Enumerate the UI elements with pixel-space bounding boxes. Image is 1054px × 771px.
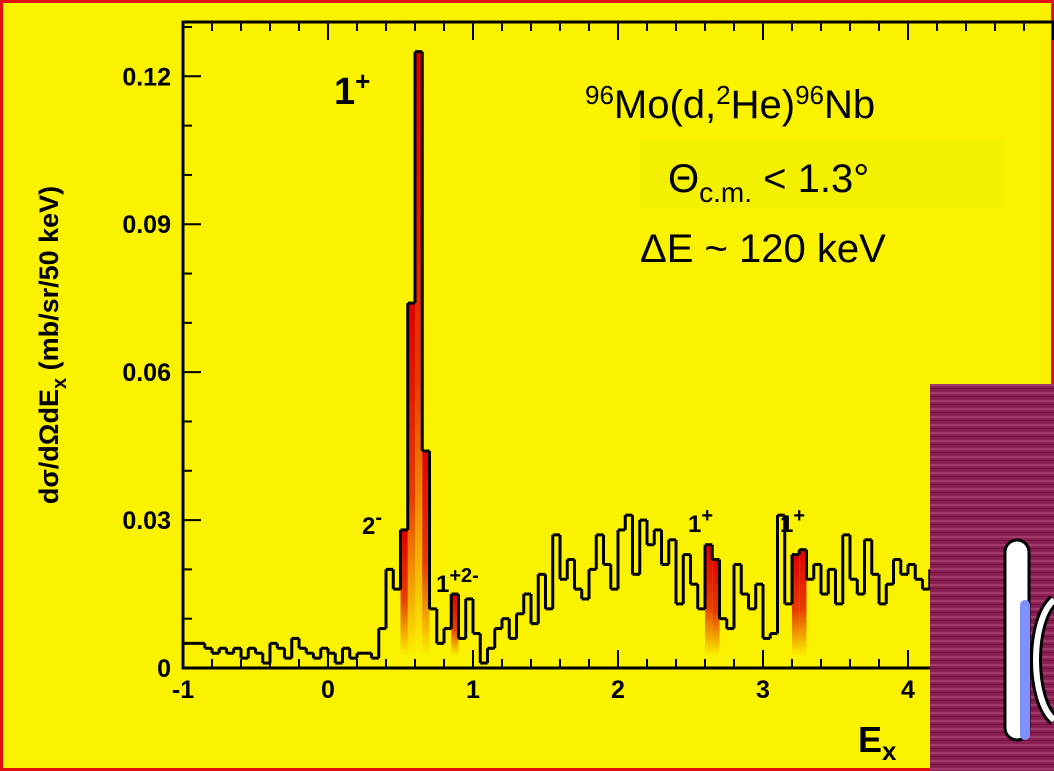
x-tick-label: 3 — [756, 676, 770, 704]
annotation: 1+2- — [436, 565, 479, 598]
highlight-fill — [422, 451, 430, 656]
highlight-fill — [451, 594, 459, 656]
highlight-fill — [799, 549, 807, 656]
y-axis-label: dσ/dΩdEx (mb/sr/50 keV) — [34, 186, 71, 504]
y-tick-label: 0.09 — [122, 211, 171, 239]
resolution-label: ΔE ~ 120 keV — [640, 227, 886, 271]
annotation: 1+ — [780, 505, 805, 538]
reaction-label: 96Mo(d,2He)96Nb — [585, 80, 875, 127]
plot-frame — [181, 20, 1054, 670]
highlight-fill — [407, 303, 415, 656]
x-tick-label: 0 — [321, 676, 335, 704]
highlight-fill — [400, 529, 408, 656]
overlay-image — [930, 384, 1054, 771]
x-tick-label: 1 — [466, 676, 480, 704]
angle-highlight — [640, 140, 1002, 208]
annotation: 1+ — [688, 505, 713, 538]
angle-label: Θc.m. < 1.3° — [668, 157, 869, 208]
y-tick-label: 0.12 — [122, 63, 171, 91]
y-tick-label: 0.03 — [122, 507, 171, 535]
x-tick-label: -1 — [172, 676, 194, 704]
highlight-fill — [712, 559, 720, 656]
highlight-fill — [705, 544, 713, 656]
highlight-fill — [792, 554, 800, 656]
annotation: 2- — [362, 507, 382, 540]
x-tick-label: 2 — [611, 676, 625, 704]
y-tick-label: 0.06 — [122, 359, 171, 387]
x-tick-label: 4 — [901, 676, 915, 704]
plot-area: 00.030.060.090.12-1012345 — [122, 20, 1054, 704]
x-axis-label: Ex — [858, 719, 897, 766]
annotation: 1+ — [334, 66, 370, 113]
highlight-fill — [415, 51, 423, 656]
y-tick-label: 0 — [157, 655, 171, 683]
